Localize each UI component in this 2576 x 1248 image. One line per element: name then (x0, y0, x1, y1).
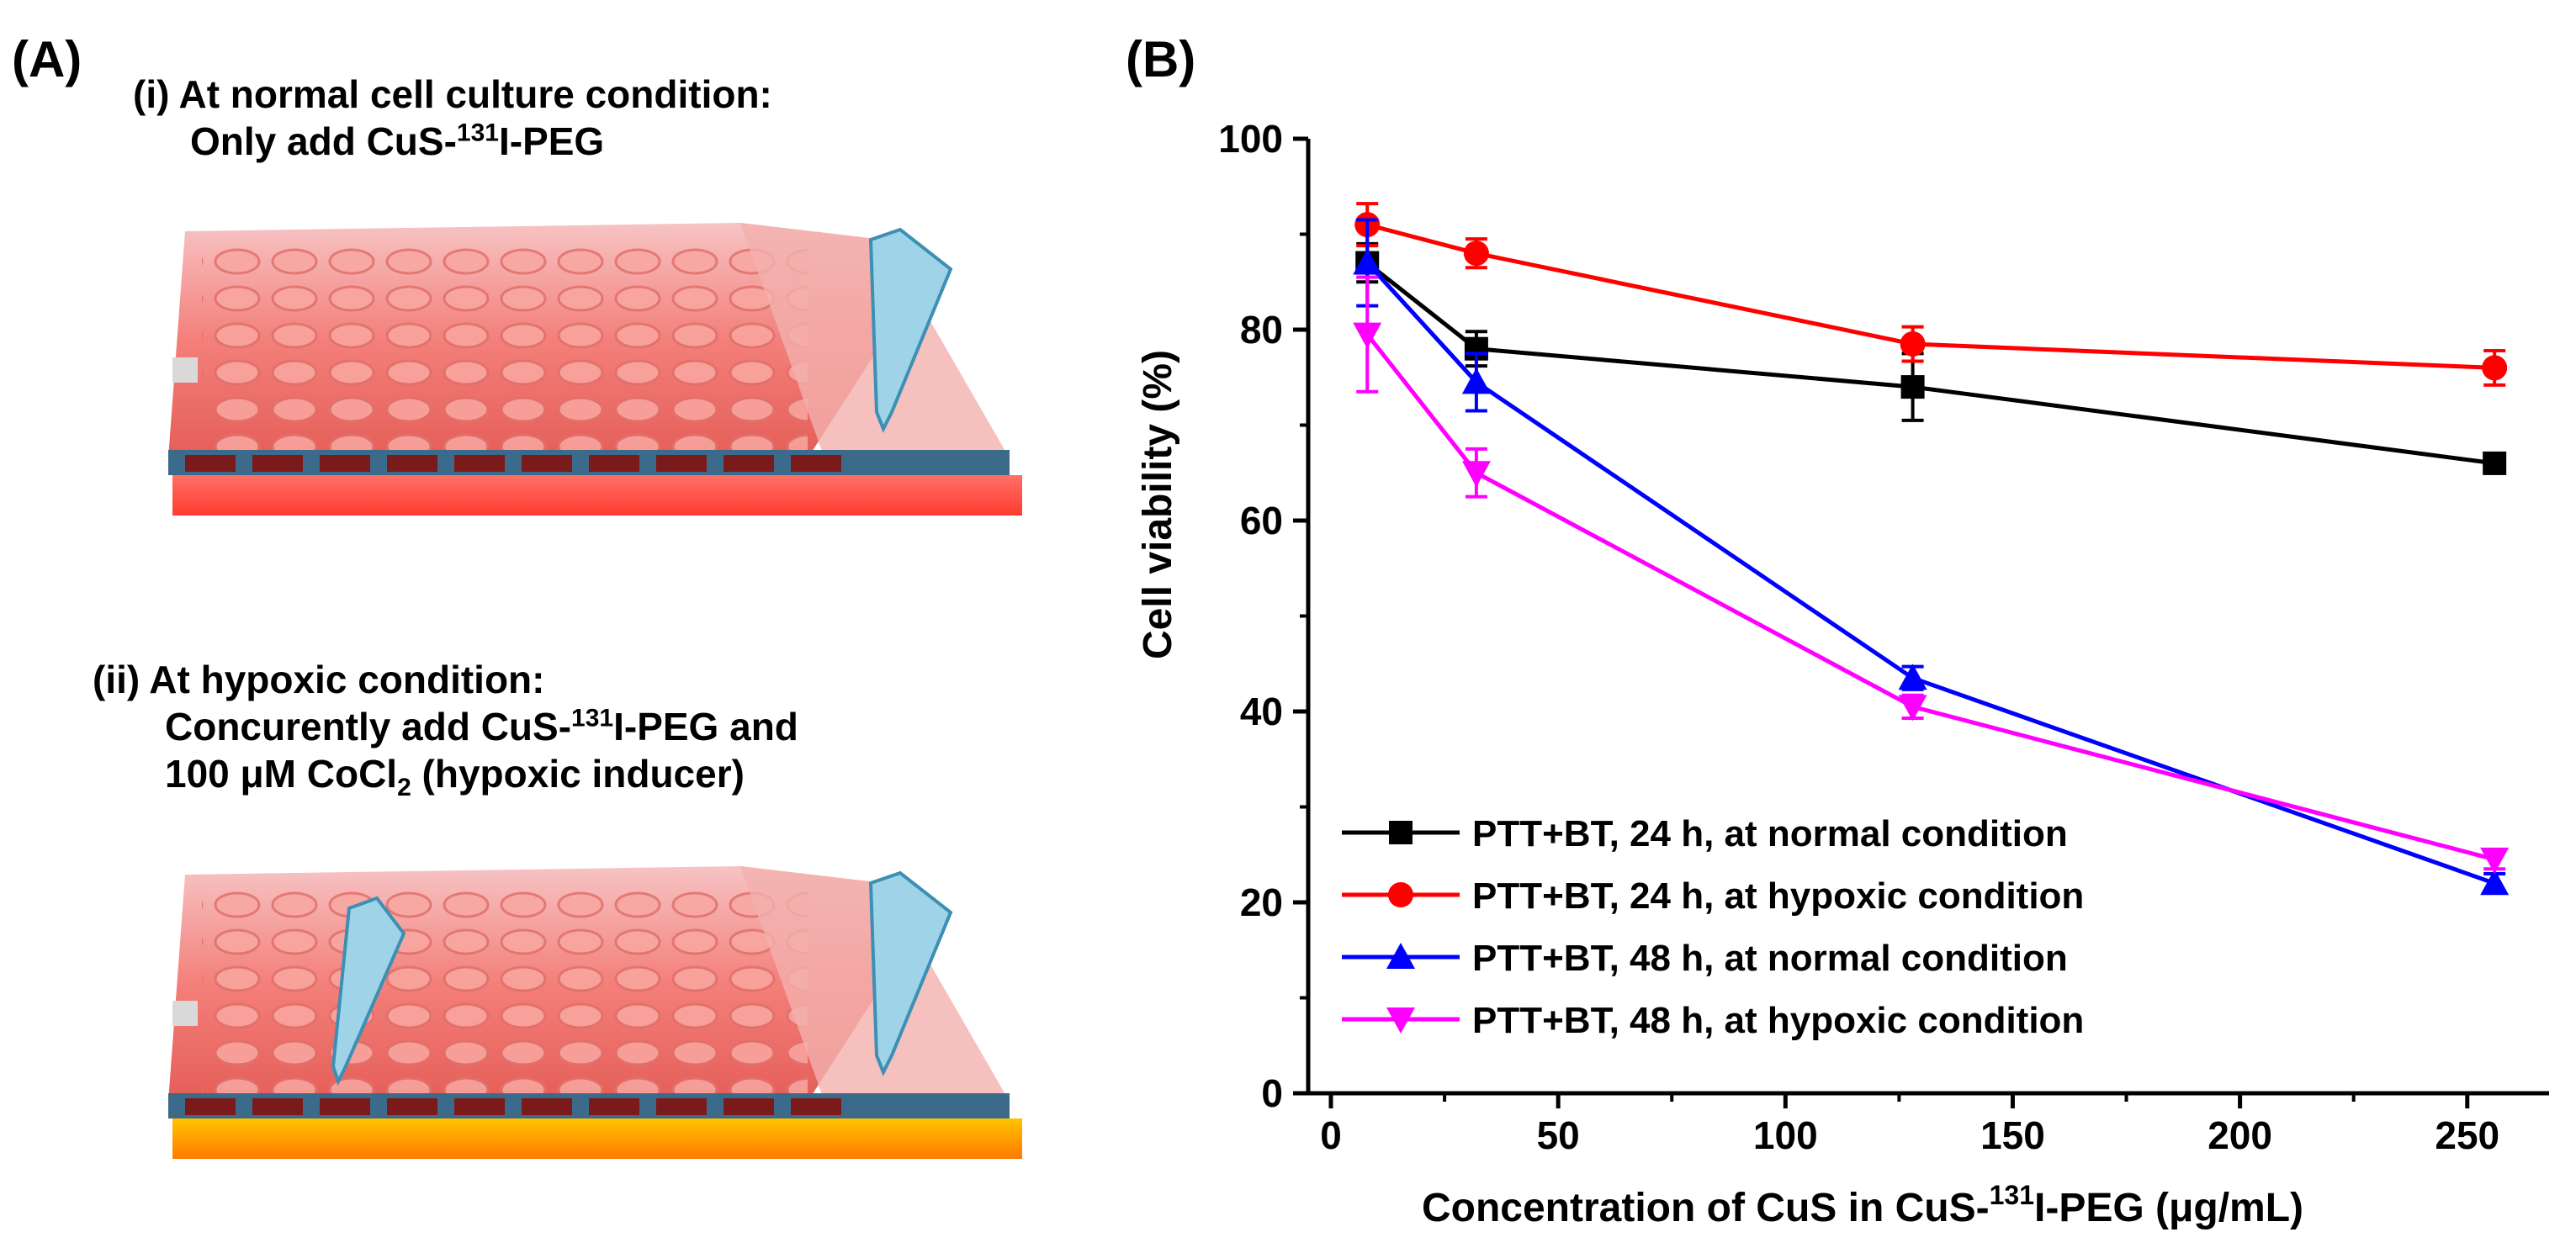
data-point (1355, 251, 1380, 275)
legend-marker (1389, 821, 1413, 844)
legend-label: PTT+BT, 24 h, at hypoxic condition (1472, 875, 2084, 917)
data-point (1463, 241, 1489, 267)
x-tick-label: 150 (1980, 1113, 2045, 1157)
data-point (2482, 355, 2508, 381)
y-tick-label: 80 (1240, 308, 1283, 352)
x-tick-label: 50 (1537, 1113, 1580, 1157)
legend-entry-4: PTT+BT, 48 h, at hypoxic condition (1342, 1000, 2084, 1041)
legend-label: PTT+BT, 48 h, at hypoxic condition (1472, 1000, 2084, 1041)
data-point (2483, 451, 2507, 475)
data-point (1354, 212, 1381, 238)
panel-b-label: (B) (1126, 31, 1196, 87)
panel-a-label: (A) (12, 31, 82, 87)
data-point (1898, 695, 1927, 722)
x-tick-label: 100 (1753, 1113, 1818, 1157)
case1-line2: Only add CuS-131I-PEG (190, 119, 605, 164)
case2-line3: 100 μM CoCl2 (hypoxic inducer) (165, 752, 745, 802)
legend-marker (1388, 882, 1413, 907)
data-point (1900, 375, 1925, 399)
y-tick-label: 0 (1261, 1071, 1283, 1115)
y-tick-label: 60 (1240, 499, 1283, 542)
case1-line1: (i) At normal cell culture condition: (133, 72, 772, 116)
x-tick-label: 250 (2435, 1113, 2499, 1157)
x-axis-label: Concentration of CuS in CuS-131I-PEG (μg… (1422, 1180, 2303, 1230)
data-point (1461, 461, 1491, 488)
case1-caption: (i) At normal cell culture condition: On… (133, 71, 772, 165)
data-point (1461, 368, 1491, 394)
data-point (1353, 322, 1382, 349)
data-point (2480, 847, 2510, 874)
series-line (1365, 261, 2495, 886)
series-2 (1354, 202, 2508, 387)
legend-entry-3: PTT+BT, 48 h, at normal condition (1342, 938, 2068, 979)
well-plate-normal (168, 223, 1022, 516)
case2-line1: (ii) At hypoxic condition: (93, 658, 545, 701)
case2-line2: Concurently add CuS-131I-PEG and (165, 704, 798, 749)
data-point (1900, 331, 1926, 357)
data-point (1898, 664, 1927, 690)
y-tick-label: 20 (1240, 880, 1283, 924)
series-4 (1353, 275, 2510, 874)
series-3 (1353, 218, 2510, 896)
y-tick-label: 40 (1240, 690, 1283, 733)
legend-label: PTT+BT, 24 h, at normal condition (1472, 813, 2068, 854)
x-tick-label: 200 (2208, 1113, 2272, 1157)
x-tick-label: 0 (1320, 1113, 1342, 1157)
legend-entry-1: PTT+BT, 24 h, at normal condition (1342, 813, 2068, 854)
data-point (2480, 869, 2510, 896)
case2-caption: (ii) At hypoxic condition: Concurently a… (93, 656, 798, 804)
data-point (1353, 248, 1382, 275)
well-plate-hypoxic (168, 866, 1022, 1159)
series-1 (1355, 241, 2507, 475)
y-axis-label: Cell viability (%) (1136, 350, 1180, 659)
series-line (1366, 222, 2495, 370)
series-line (1365, 333, 2495, 862)
data-point (1464, 336, 1488, 361)
legend-marker (1386, 1007, 1415, 1034)
legend-marker (1386, 943, 1415, 969)
legend-entry-2: PTT+BT, 24 h, at hypoxic condition (1342, 875, 2084, 917)
legend-label: PTT+BT, 48 h, at normal condition (1472, 938, 2068, 979)
series-line (1365, 261, 2495, 466)
y-tick-label: 100 (1218, 117, 1283, 161)
